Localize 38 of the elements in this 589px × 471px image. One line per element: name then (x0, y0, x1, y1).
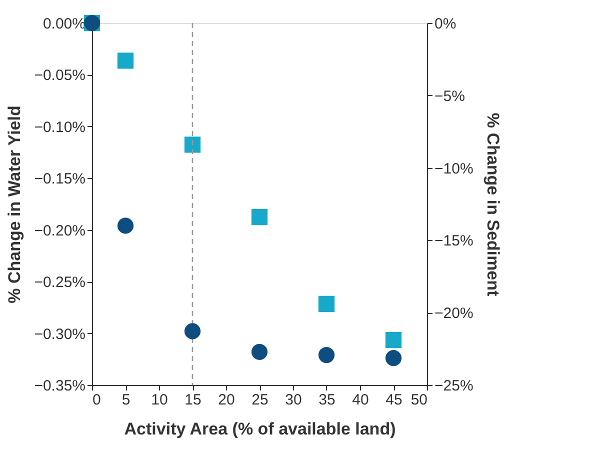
y-tick-label: 0.00% (42, 16, 86, 32)
y-tick-label: −0.20% (34, 222, 86, 240)
point (318, 296, 335, 312)
x-tick-label: 20 (218, 392, 235, 408)
point (251, 208, 268, 226)
y-tick-label: −0.15% (34, 170, 86, 188)
point (117, 218, 134, 234)
x-tick-label: 50 (410, 392, 428, 408)
x-tick-label: 5 (122, 392, 130, 408)
x-tick-label: 40 (352, 392, 369, 408)
x-tick-label: 30 (285, 392, 302, 408)
y2-tick-label: 0% (434, 16, 456, 32)
x-tick-label: 45 (386, 392, 402, 408)
point (184, 323, 201, 340)
point (251, 344, 268, 360)
y2-tick-label: −20% (434, 305, 474, 322)
x-tick-label: 35 (318, 392, 336, 408)
x-tick-label: 25 (252, 392, 268, 408)
x-tick-label: 0 (92, 392, 101, 408)
y-tick-label: −0.10% (34, 118, 86, 136)
y-tick-label: −0.05% (34, 67, 86, 84)
y2-tick-label: −10% (434, 160, 474, 178)
y2-tick-label: −25% (434, 378, 474, 394)
point (318, 346, 335, 364)
y-axis-title: % Change in Water Yield (5, 106, 24, 304)
y-tick-label: −0.35% (34, 378, 86, 394)
x-tick-label: 10 (151, 392, 168, 408)
y-tick-label: −0.30% (34, 326, 86, 343)
y2-axis-title: % Change in Sediment (483, 112, 502, 296)
y2-tick-label: −5% (434, 88, 465, 105)
x-tick-label: 15 (184, 392, 202, 408)
y-tick-label: −0.25% (34, 274, 86, 292)
point (385, 350, 402, 366)
y2-tick-label: −15% (434, 232, 474, 250)
x-axis-title: Activity Area (% of available land) (124, 420, 396, 438)
point (184, 136, 201, 153)
point (385, 332, 402, 348)
point (117, 52, 134, 69)
